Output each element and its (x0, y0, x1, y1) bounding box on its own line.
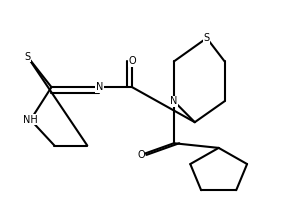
Text: S: S (25, 52, 31, 62)
Text: O: O (128, 56, 136, 66)
Text: N: N (95, 82, 103, 92)
Text: N: N (170, 96, 178, 106)
Text: O: O (137, 150, 145, 160)
Text: NH: NH (23, 115, 38, 125)
Text: S: S (204, 33, 210, 43)
